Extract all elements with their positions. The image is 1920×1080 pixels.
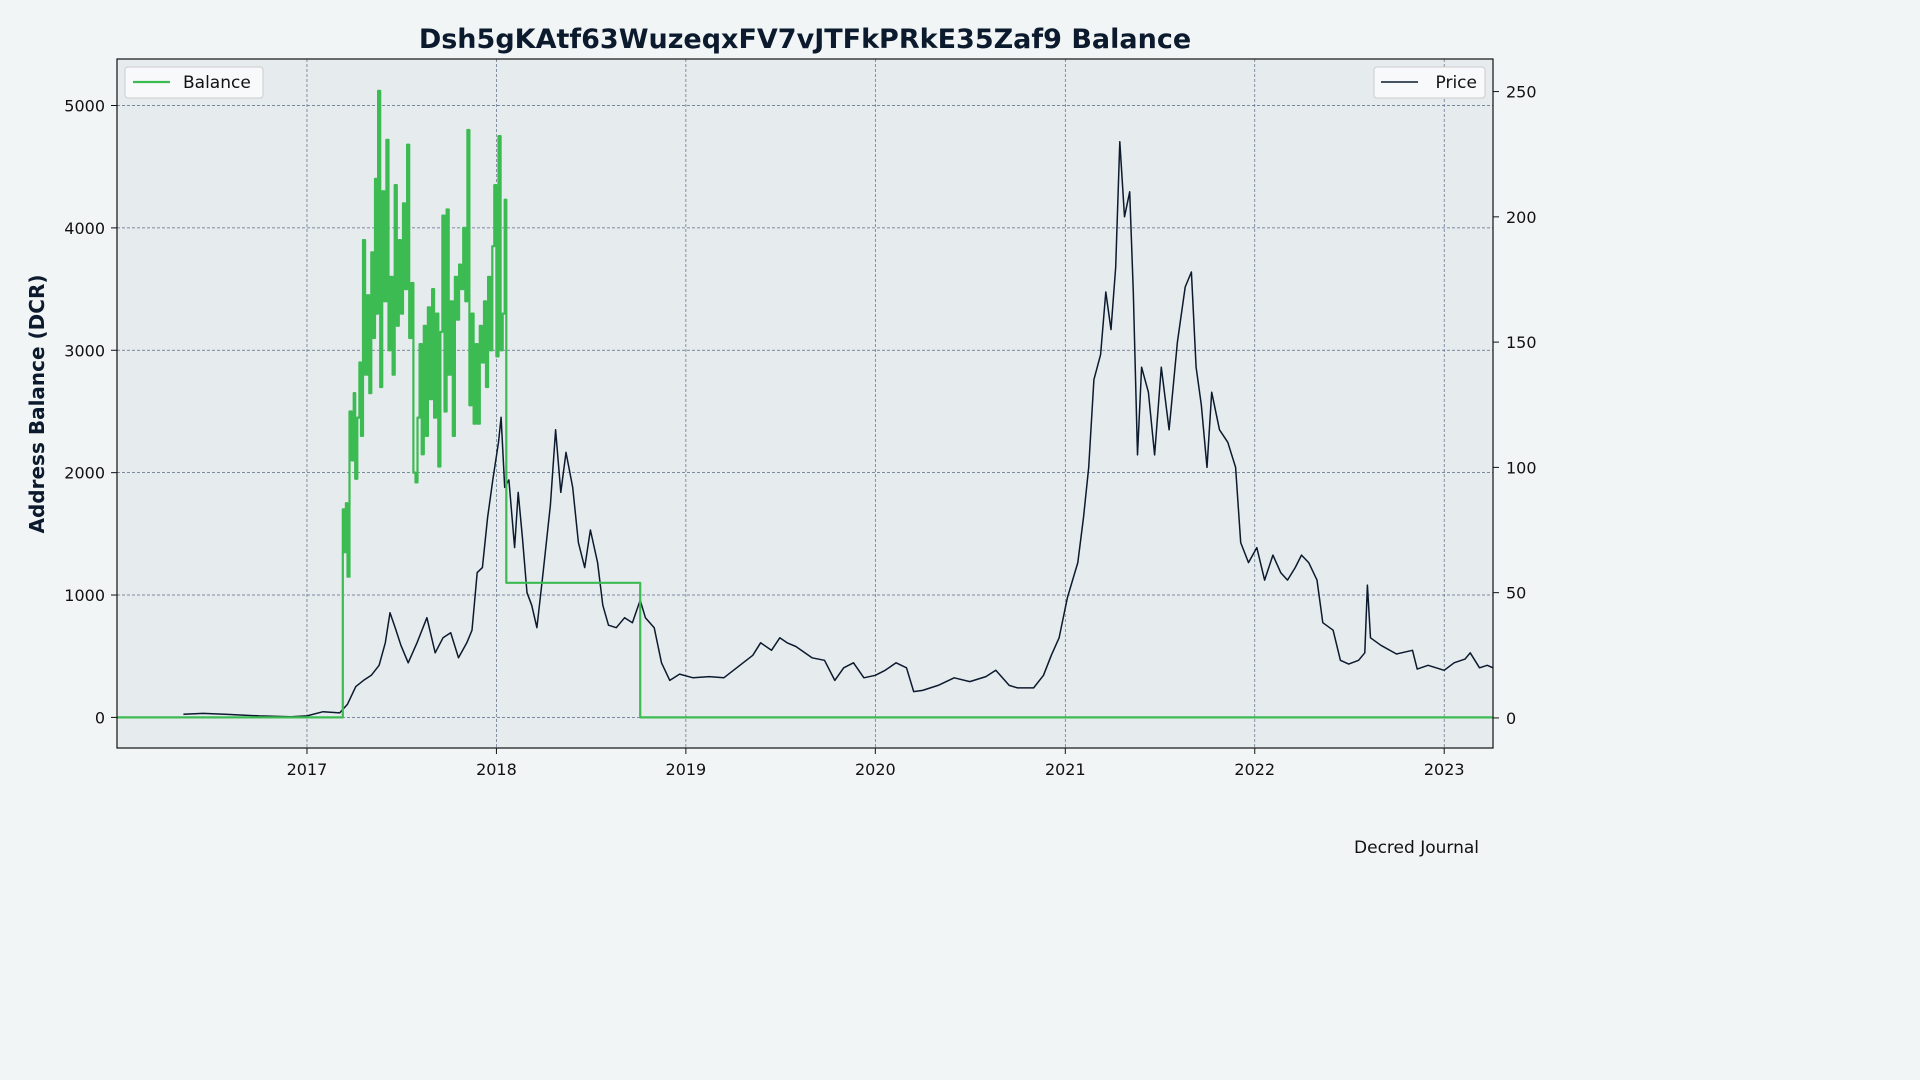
- legend-price-box: [1373, 66, 1486, 99]
- y-axis-label: Address Balance (DCR): [25, 275, 49, 534]
- legend-balance-box: [124, 66, 264, 99]
- axes: 2017 2018 2019 2020 2021 2022 2023010002000300…: [64, 83, 1536, 779]
- x-tick-label: 2021: [1045, 760, 1086, 779]
- balance-line: [117, 89, 1493, 719]
- plot-frame: [116, 58, 1494, 749]
- y2-tick-label: 0: [1506, 709, 1516, 728]
- y-tick-label: 5000: [64, 97, 105, 116]
- y-tick-label: 3000: [64, 341, 105, 360]
- y-tick-label: 1000: [64, 586, 105, 605]
- footer-source: Decred Journal: [1354, 838, 1479, 858]
- y2-tick-label: 50: [1506, 584, 1526, 603]
- y-tick-label: 0: [95, 708, 105, 727]
- legend-price: Price: [1373, 66, 1486, 99]
- x-tick-label: 2023: [1424, 760, 1465, 779]
- x-tick-label: 2020: [855, 760, 896, 779]
- y2-tick-label: 150: [1506, 333, 1537, 352]
- y-tick-label: 2000: [64, 464, 105, 483]
- x-tick-label: 2017: [287, 760, 328, 779]
- legend-balance-label: Balance: [183, 73, 251, 93]
- chart-title: Dsh5gKAtf63WuzeqxFV7vJTFkPRkE35Zaf9 Bala…: [419, 24, 1191, 55]
- x-tick-label: 2022: [1234, 760, 1275, 779]
- y-tick-label: 4000: [64, 219, 105, 238]
- chart-svg: Dsh5gKAtf63WuzeqxFV7vJTFkPRkE35Zaf9 Bala…: [25, 24, 1537, 858]
- y2-tick-label: 250: [1506, 83, 1537, 102]
- x-tick-label: 2019: [666, 760, 707, 779]
- chart: Dsh5gKAtf63WuzeqxFV7vJTFkPRkE35Zaf9 Bala…: [25, 24, 1537, 858]
- price-line: [183, 140, 1494, 718]
- legend-price-label: Price: [1436, 73, 1477, 93]
- legend-balance: Balance: [124, 66, 264, 99]
- y2-tick-label: 200: [1506, 208, 1537, 227]
- series-layer: [117, 89, 1494, 719]
- plot-area: [117, 59, 1493, 748]
- y2-tick-label: 100: [1506, 458, 1537, 477]
- x-tick-label: 2018: [476, 760, 517, 779]
